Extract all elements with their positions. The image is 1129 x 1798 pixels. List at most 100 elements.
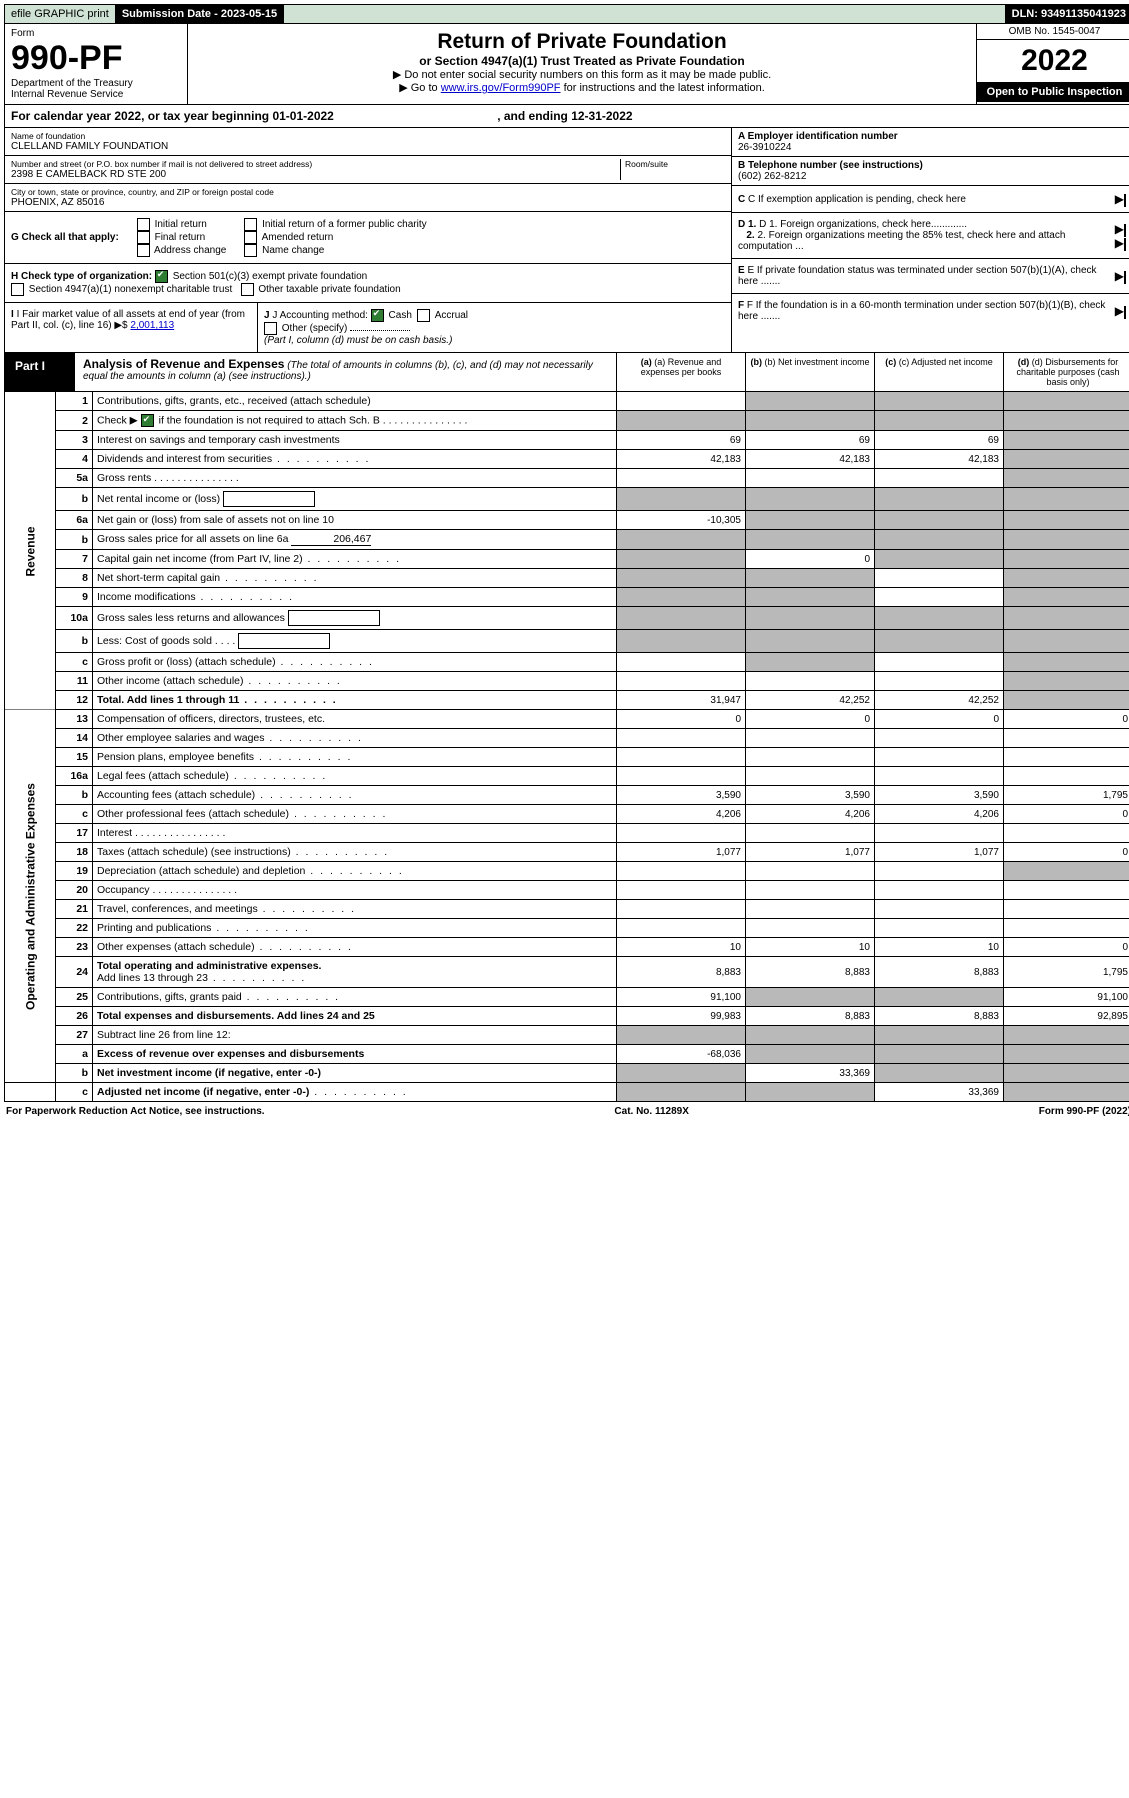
form-number: 990-PF — [11, 39, 181, 78]
topbar: efile GRAPHIC print Submission Date - 20… — [4, 4, 1129, 24]
irs-link[interactable]: www.irs.gov/Form990PF — [441, 82, 561, 94]
part1-desc: Analysis of Revenue and Expenses (The to… — [75, 353, 617, 391]
line-13: Operating and Administrative Expenses 13… — [5, 710, 1129, 729]
line-17: 17Interest . . . . . . . . . . . . . . .… — [5, 824, 1129, 843]
col-b-head: (b) (b) Net investment income — [746, 353, 875, 391]
cb-address-change[interactable] — [137, 244, 150, 257]
line-9: 9Income modifications — [5, 588, 1129, 607]
line-12: 12Total. Add lines 1 through 11 31,94742… — [5, 691, 1129, 710]
part1-table: Revenue 1Contributions, gifts, grants, e… — [4, 392, 1129, 1102]
cb-d2[interactable] — [1124, 238, 1126, 251]
cb-c[interactable] — [1124, 194, 1126, 207]
cb-other-method[interactable] — [264, 322, 277, 335]
c-check: C C If exemption application is pending,… — [732, 186, 1129, 213]
efile-label: efile GRAPHIC print — [5, 5, 116, 23]
fmv-link[interactable]: 2,001,113 — [130, 320, 174, 331]
ein-cell: A Employer identification number 26-3910… — [732, 128, 1129, 157]
cb-final-return[interactable] — [137, 231, 150, 244]
line-8: 8Net short-term capital gain — [5, 569, 1129, 588]
i-cell: I I Fair market value of all assets at e… — [5, 303, 258, 352]
irs-label: Internal Revenue Service — [11, 89, 181, 100]
f-check: F F If the foundation is in a 60-month t… — [732, 294, 1129, 328]
line-3: 3Interest on savings and temporary cash … — [5, 431, 1129, 450]
line-16c: cOther professional fees (attach schedul… — [5, 805, 1129, 824]
info-right: A Employer identification number 26-3910… — [731, 128, 1129, 352]
g-checks: G Check all that apply: Initial return F… — [5, 212, 731, 264]
cb-f[interactable] — [1124, 306, 1126, 319]
cb-initial-return[interactable] — [137, 218, 150, 231]
line-22: 22Printing and publications — [5, 919, 1129, 938]
footer: For Paperwork Reduction Act Notice, see … — [4, 1102, 1129, 1121]
cb-schb[interactable] — [141, 414, 154, 427]
line-2: 2Check ▶ if the foundation is not requir… — [5, 411, 1129, 431]
line-14: 14Other employee salaries and wages — [5, 729, 1129, 748]
foundation-name-cell: Name of foundation CLELLAND FAMILY FOUND… — [5, 128, 731, 156]
line-15: 15Pension plans, employee benefits — [5, 748, 1129, 767]
line-11: 11Other income (attach schedule) — [5, 672, 1129, 691]
part1-header: Part I Analysis of Revenue and Expenses … — [4, 353, 1129, 392]
header-mid: Return of Private Foundation or Section … — [188, 24, 976, 104]
cb-name-change[interactable] — [244, 244, 257, 257]
line-6a: 6aNet gain or (loss) from sale of assets… — [5, 511, 1129, 530]
cb-501c3[interactable] — [155, 270, 168, 283]
footer-mid: Cat. No. 11289X — [614, 1106, 688, 1117]
omb-number: OMB No. 1545-0047 — [977, 24, 1129, 40]
cb-accrual[interactable] — [417, 309, 430, 322]
footer-left: For Paperwork Reduction Act Notice, see … — [6, 1106, 265, 1117]
line-27: 27Subtract line 26 from line 12: — [5, 1026, 1129, 1045]
header-left: Form 990-PF Department of the Treasury I… — [5, 24, 188, 104]
cb-initial-former[interactable] — [244, 218, 257, 231]
topbar-spacer — [284, 5, 1006, 23]
cb-d1[interactable] — [1124, 224, 1126, 237]
form-word: Form — [11, 28, 181, 39]
line-25: 25Contributions, gifts, grants paid91,10… — [5, 988, 1129, 1007]
line-23: 23Other expenses (attach schedule)101010… — [5, 938, 1129, 957]
e-check: E E If private foundation status was ter… — [732, 259, 1129, 294]
part1-label: Part I — [5, 353, 75, 391]
expenses-side-label: Operating and Administrative Expenses — [5, 710, 56, 1083]
submission-date: Submission Date - 2023-05-15 — [116, 5, 284, 23]
dept-treasury: Department of the Treasury — [11, 78, 181, 89]
line-26: 26Total expenses and disbursements. Add … — [5, 1007, 1129, 1026]
header-right: OMB No. 1545-0047 2022 Open to Public In… — [976, 24, 1129, 104]
form-header: Form 990-PF Department of the Treasury I… — [4, 24, 1129, 105]
calendar-year-row: For calendar year 2022, or tax year begi… — [4, 105, 1129, 128]
cb-other-taxable[interactable] — [241, 283, 254, 296]
line-20: 20Occupancy . . . . . . . . . . . . . . … — [5, 881, 1129, 900]
line-27b: bNet investment income (if negative, ent… — [5, 1064, 1129, 1083]
col-a-head: (a) (a) Revenue and expenses per books — [617, 353, 746, 391]
open-public-badge: Open to Public Inspection — [977, 82, 1129, 102]
line-6b: bGross sales price for all assets on lin… — [5, 530, 1129, 550]
note-ssn: ▶ Do not enter social security numbers o… — [198, 68, 966, 81]
line-19: 19Depreciation (attach schedule) and dep… — [5, 862, 1129, 881]
line-27c: cAdjusted net income (if negative, enter… — [5, 1083, 1129, 1102]
line-10c: cGross profit or (loss) (attach schedule… — [5, 653, 1129, 672]
cb-amended[interactable] — [244, 231, 257, 244]
line-24: 24Total operating and administrative exp… — [5, 957, 1129, 988]
col-c-head: (c) (c) Adjusted net income — [875, 353, 1004, 391]
h-checks: H Check type of organization: Section 50… — [5, 264, 731, 303]
line-10b: bLess: Cost of goods sold . . . . — [5, 630, 1129, 653]
phone-cell: B Telephone number (see instructions) (6… — [732, 157, 1129, 186]
line-18: 18Taxes (attach schedule) (see instructi… — [5, 843, 1129, 862]
line-7: 7Capital gain net income (from Part IV, … — [5, 550, 1129, 569]
col-d-head: (d) (d) Disbursements for charitable pur… — [1004, 353, 1129, 391]
tax-year: 2022 — [977, 40, 1129, 82]
cb-4947[interactable] — [11, 283, 24, 296]
line-27a: aExcess of revenue over expenses and dis… — [5, 1045, 1129, 1064]
j-cell: J J Accounting method: Cash Accrual Othe… — [258, 303, 731, 352]
cb-cash[interactable] — [371, 309, 384, 322]
city-cell: City or town, state or province, country… — [5, 184, 731, 212]
d-check: D 1. D 1. Foreign organizations, check h… — [732, 213, 1129, 259]
form-title: Return of Private Foundation — [198, 30, 966, 54]
address-cell: Number and street (or P.O. box number if… — [5, 156, 731, 184]
form-subtitle: or Section 4947(a)(1) Trust Treated as P… — [198, 54, 966, 68]
cb-e[interactable] — [1124, 271, 1126, 284]
line-10a: 10aGross sales less returns and allowanc… — [5, 607, 1129, 630]
footer-right: Form 990-PF (2022) — [1039, 1106, 1129, 1117]
ij-row: I I Fair market value of all assets at e… — [5, 303, 731, 352]
line-16b: bAccounting fees (attach schedule)3,5903… — [5, 786, 1129, 805]
note-link: ▶ Go to www.irs.gov/Form990PF for instru… — [198, 81, 966, 94]
line-4: 4Dividends and interest from securities … — [5, 450, 1129, 469]
info-left: Name of foundation CLELLAND FAMILY FOUND… — [5, 128, 731, 352]
